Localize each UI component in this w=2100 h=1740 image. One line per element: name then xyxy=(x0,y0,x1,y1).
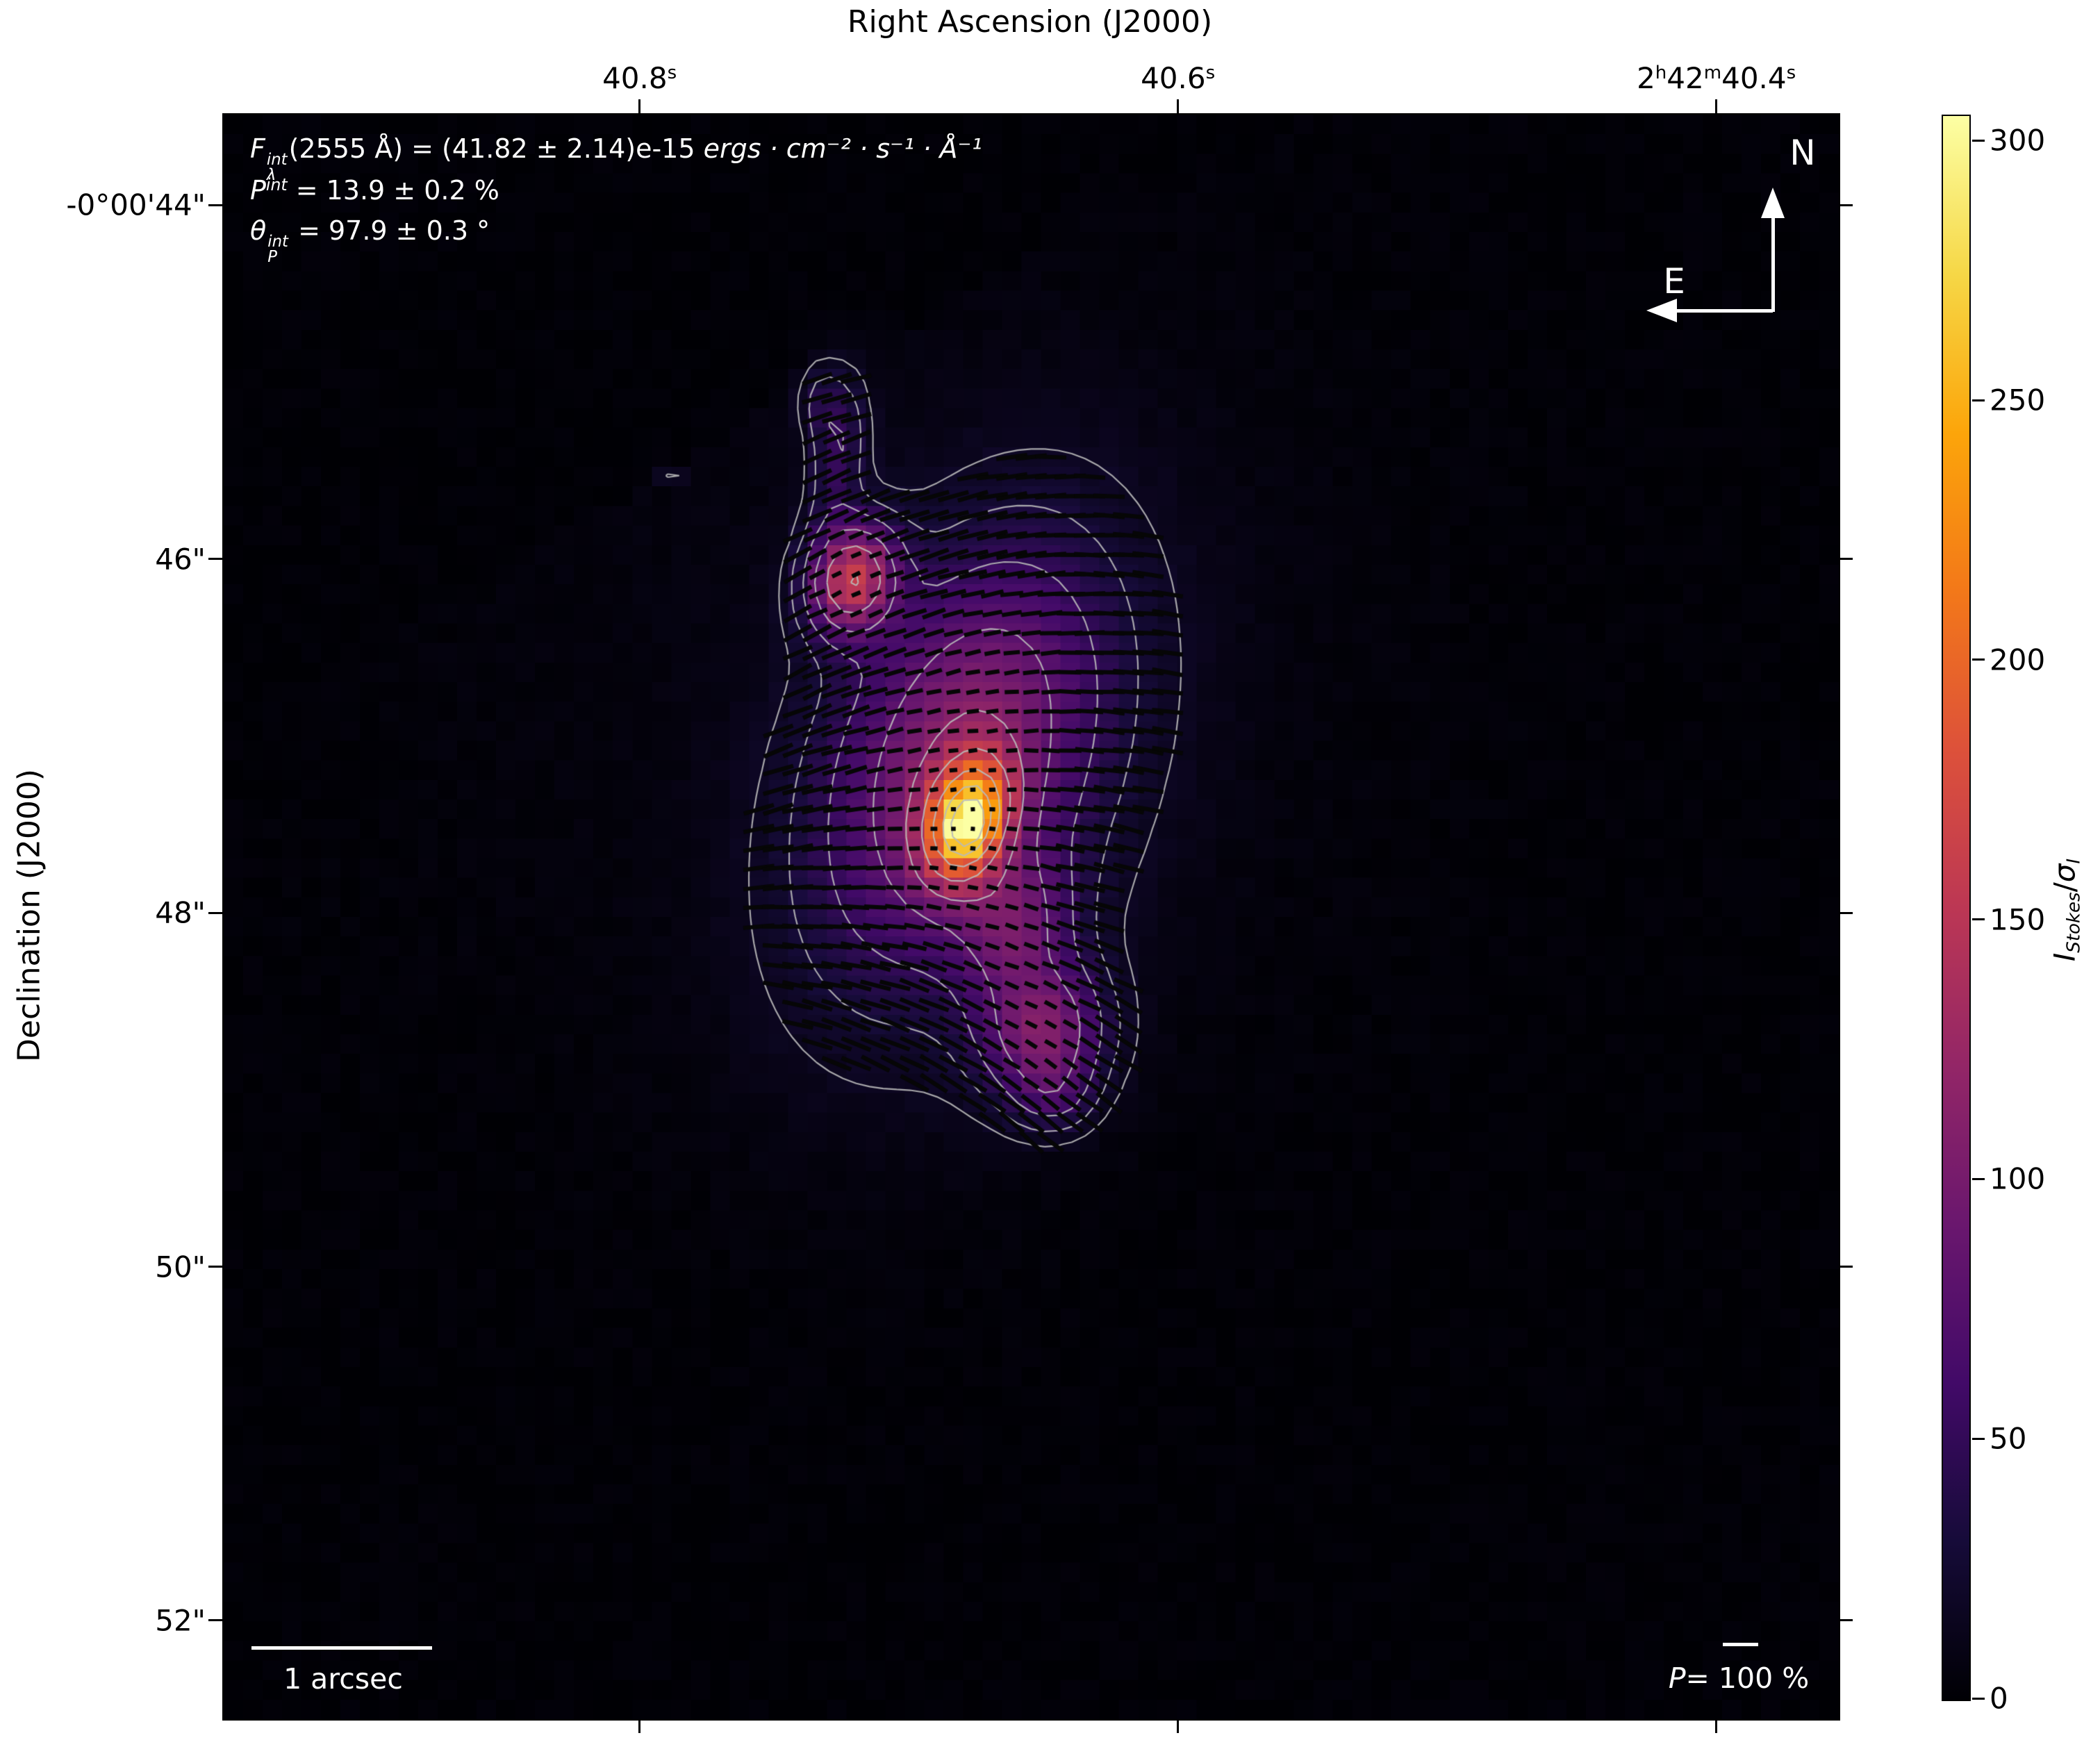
colorbar-tick-mark xyxy=(1972,1437,1985,1440)
ra-tick-mark-bottom xyxy=(1177,1719,1180,1733)
dec-tick-mark-left xyxy=(208,558,222,561)
colorbar-tick-label: 100 xyxy=(1990,1161,2046,1196)
compass-north-arrowhead-icon xyxy=(1761,188,1785,218)
dec-tick-label: 48" xyxy=(155,895,206,930)
compass-north-arrow-shaft xyxy=(1771,214,1775,312)
dec-tick-label: 46" xyxy=(155,542,206,577)
polarization-annotation: Pint = 13.9 ± 0.2 % xyxy=(250,175,499,206)
dec-tick-label: 50" xyxy=(155,1250,206,1284)
colorbar-tick-mark xyxy=(1972,918,1985,921)
ra-tick-label: 2h42m40.4s xyxy=(1637,61,1796,95)
colorbar xyxy=(1942,115,1971,1701)
ra-tick-mark-bottom xyxy=(638,1719,641,1733)
dec-tick-mark-right xyxy=(1839,1266,1853,1268)
scalebar-line xyxy=(251,1646,432,1650)
dec-tick-mark-left xyxy=(208,1619,222,1622)
ra-tick-mark-top xyxy=(638,99,641,113)
dec-tick-mark-right xyxy=(1839,1619,1853,1622)
colorbar-axis-label: IStokes/σI xyxy=(2047,858,2085,962)
colorbar-tick-mark xyxy=(1972,139,1985,142)
compass-east-arrow-shaft xyxy=(1676,309,1773,313)
ra-tick-mark-top xyxy=(1715,99,1718,113)
polarization-reference-label: P= 100 % xyxy=(1668,1662,1810,1695)
ra-tick-mark-top xyxy=(1177,99,1180,113)
polarization-reference-bar xyxy=(1723,1643,1758,1646)
colorbar-tick-label: 300 xyxy=(1990,123,2046,158)
dec-tick-mark-right xyxy=(1839,911,1853,914)
colorbar-tick-label: 250 xyxy=(1990,383,2046,417)
colorbar-tick-label: 0 xyxy=(1990,1681,2008,1716)
dec-tick-mark-left xyxy=(208,911,222,914)
colorbar-tick-label: 50 xyxy=(1990,1421,2027,1456)
colorbar-tick-label: 150 xyxy=(1990,902,2046,937)
scalebar-label: 1 arcsec xyxy=(283,1662,403,1696)
compass-north-label: N xyxy=(1789,133,1816,173)
compass-east-label: E xyxy=(1663,261,1685,301)
colorbar-tick-mark xyxy=(1972,1177,1985,1180)
contours-and-vectors-overlay xyxy=(224,115,1839,1719)
compass-east-arrowhead-icon xyxy=(1646,299,1677,322)
theta-annotation: θ int P = 97.9 ± 0.3 ° xyxy=(250,215,490,267)
colorbar-tick-mark xyxy=(1972,399,1985,401)
ra-axis-title: Right Ascension (J2000) xyxy=(847,4,1213,40)
colorbar-tick-mark xyxy=(1972,1697,1985,1700)
dec-tick-mark-right xyxy=(1839,558,1853,561)
dec-tick-mark-left xyxy=(208,204,222,206)
dec-tick-label: 52" xyxy=(155,1603,206,1638)
colorbar-tick-label: 200 xyxy=(1990,643,2046,677)
ra-tick-label: 40.8s xyxy=(602,61,677,95)
dec-tick-mark-left xyxy=(208,1266,222,1268)
ra-tick-label: 40.6s xyxy=(1141,61,1216,95)
ra-tick-mark-bottom xyxy=(1715,1719,1718,1733)
dec-tick-mark-right xyxy=(1839,204,1853,206)
colorbar-tick-mark xyxy=(1972,658,1985,661)
dec-tick-label: -0°00'44" xyxy=(66,188,206,222)
